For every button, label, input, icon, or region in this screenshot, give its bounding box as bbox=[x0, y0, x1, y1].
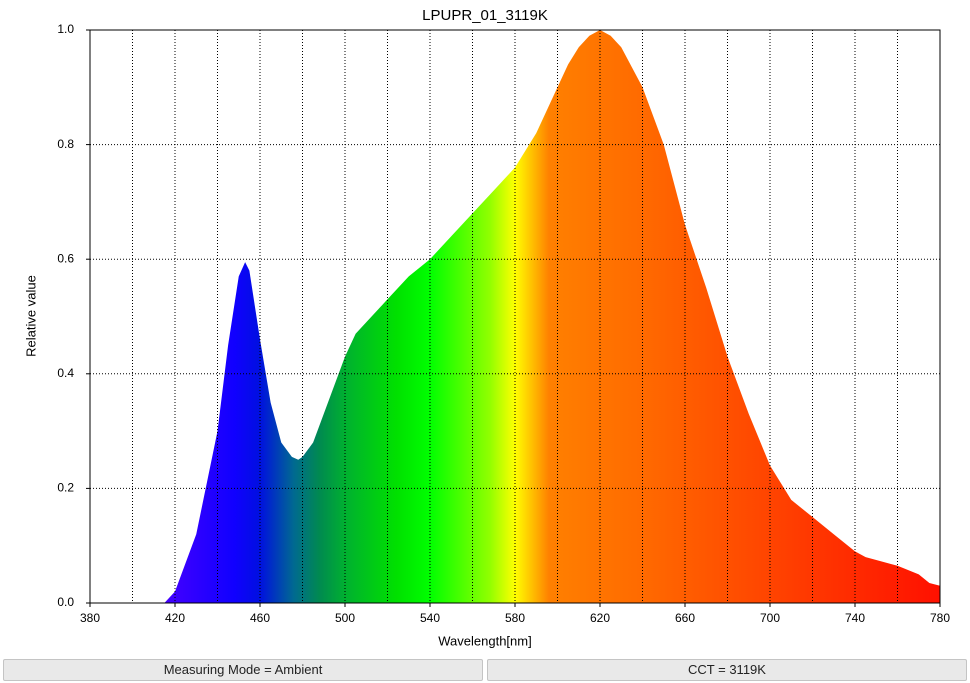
x-tick-label: 420 bbox=[165, 611, 185, 625]
x-tick-label: 540 bbox=[420, 611, 440, 625]
y-tick-label: 0.2 bbox=[57, 481, 74, 495]
x-tick-label: 700 bbox=[760, 611, 780, 625]
y-tick-label: 0.8 bbox=[57, 137, 74, 151]
x-tick-label: 740 bbox=[845, 611, 865, 625]
y-tick-label: 0.6 bbox=[57, 251, 74, 265]
y-tick-label: 0.4 bbox=[57, 366, 74, 380]
x-tick-label: 380 bbox=[80, 611, 100, 625]
chart-title: LPUPR_01_3119K bbox=[422, 7, 548, 24]
y-tick-label: 0.0 bbox=[57, 595, 74, 609]
x-tick-label: 620 bbox=[590, 611, 610, 625]
y-axis-label: Relative value bbox=[23, 275, 38, 357]
status-cct: CCT = 3119K bbox=[487, 659, 967, 681]
y-tick-label: 1.0 bbox=[57, 22, 74, 36]
x-tick-label: 580 bbox=[505, 611, 525, 625]
chart: LPUPR_01_3119K Wavelength[nm] Relative v… bbox=[23, 7, 950, 648]
x-tick-label: 780 bbox=[930, 611, 950, 625]
x-tick-label: 500 bbox=[335, 611, 355, 625]
x-axis-label: Wavelength[nm] bbox=[438, 633, 531, 648]
status-measuring-mode: Measuring Mode = Ambient bbox=[3, 659, 483, 681]
x-tick-label: 460 bbox=[250, 611, 270, 625]
x-tick-label: 660 bbox=[675, 611, 695, 625]
spectrum-area bbox=[164, 30, 940, 603]
